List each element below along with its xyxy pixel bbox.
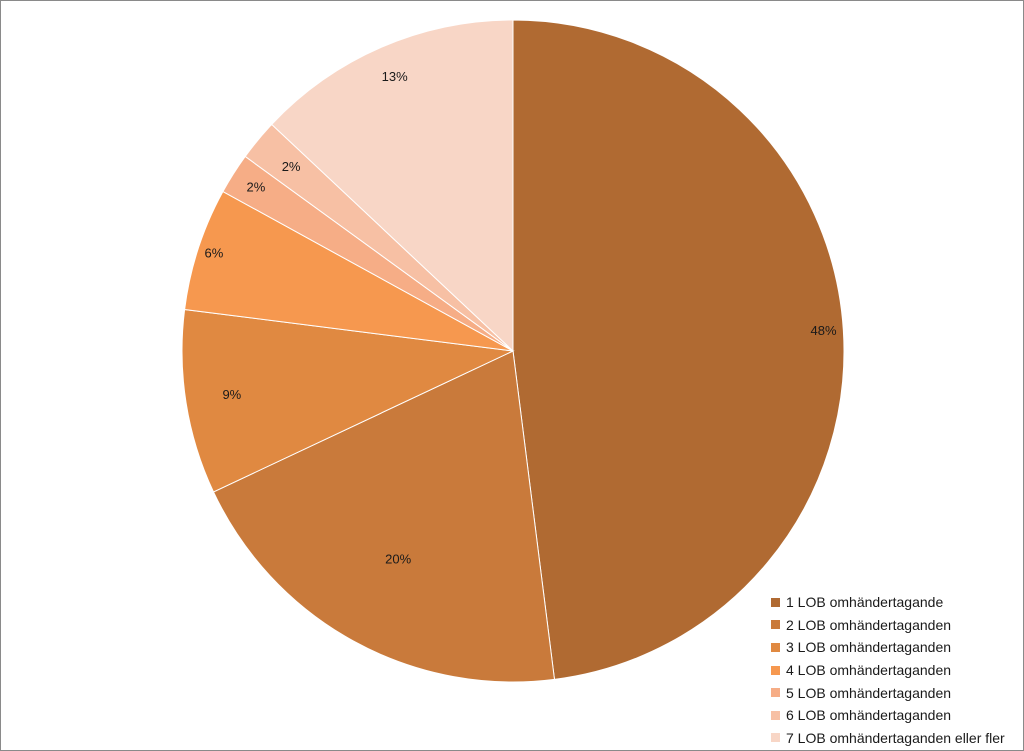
legend-swatch	[771, 733, 780, 743]
pie-slice-7	[271, 19, 514, 353]
data-label-6: 2%	[282, 159, 301, 174]
legend-label: 1 LOB omhändertagande	[786, 594, 944, 611]
data-label-2: 20%	[385, 551, 411, 566]
legend-item-2: 2 LOB omhändertaganden	[771, 614, 1023, 637]
data-label-5: 2%	[246, 179, 265, 194]
legend-swatch	[771, 642, 780, 652]
legend-item-7: 7 LOB omhändertaganden eller fler	[771, 727, 1023, 750]
legend-item-5: 5 LOB omhändertaganden	[771, 681, 1023, 704]
legend-label: 2 LOB omhändertaganden	[786, 616, 952, 633]
legend-item-1: 1 LOB omhändertagande	[771, 591, 1023, 614]
legend-label: 5 LOB omhändertaganden	[786, 684, 952, 701]
legend-swatch	[771, 597, 780, 607]
legend-swatch	[771, 710, 780, 720]
pie-slice-1	[512, 19, 845, 680]
legend-label: 3 LOB omhändertaganden	[786, 639, 952, 656]
pie-slices	[181, 19, 845, 683]
pie-slice-2	[212, 350, 556, 683]
pie-slice-3	[181, 308, 515, 493]
legend-item-6: 6 LOB omhändertaganden	[771, 704, 1023, 727]
legend-swatch	[771, 688, 780, 698]
legend-item-3: 3 LOB omhändertaganden	[771, 636, 1023, 659]
legend: 1 LOB omhändertagande 2 LOB omhändertagan…	[771, 591, 1023, 749]
data-label-4: 6%	[205, 245, 224, 260]
legend-item-4: 4 LOB omhändertaganden	[771, 659, 1023, 682]
data-label-3: 9%	[222, 387, 241, 402]
legend-label: 6 LOB omhändertaganden	[786, 707, 952, 724]
data-label-7: 13%	[382, 69, 408, 84]
legend-label: 4 LOB omhändertaganden	[786, 662, 952, 679]
legend-swatch	[771, 620, 780, 630]
legend-swatch	[771, 665, 780, 675]
pie-labels: 48% 20% 9% 6% 2% 2% 13%	[205, 69, 837, 566]
legend-label: 7 LOB omhändertaganden eller fler	[786, 729, 1005, 746]
pie-slice-4	[184, 190, 514, 352]
data-label-1: 48%	[811, 323, 837, 338]
